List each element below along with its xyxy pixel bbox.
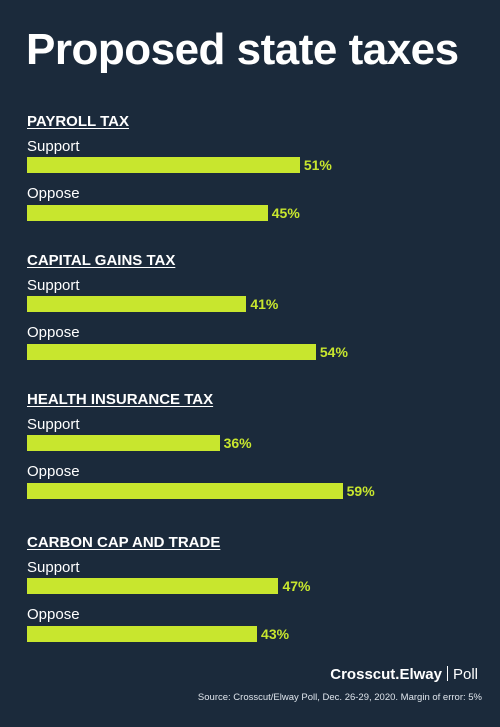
row-label: Support [27, 559, 80, 576]
logo-brand-bold: Crosscut.Elway [330, 666, 442, 683]
bar [27, 205, 268, 221]
row-label: Oppose [27, 606, 80, 623]
data-label: 59% [346, 483, 375, 499]
chart-title: Proposed state taxes [26, 25, 459, 74]
row-label: Oppose [27, 185, 80, 202]
row-label: Support [27, 277, 80, 294]
row-label: Oppose [27, 463, 80, 480]
logo-separator [446, 666, 448, 681]
bar [27, 157, 300, 173]
group-title: CARBON CAP AND TRADE [27, 534, 221, 551]
data-label: 54% [319, 344, 348, 360]
logo-brand-light: Poll [452, 666, 478, 683]
bar [27, 296, 247, 312]
group-title: HEALTH INSURANCE TAX [27, 391, 214, 408]
row-label: Oppose [27, 324, 80, 341]
bar [27, 344, 316, 360]
bar [27, 483, 343, 499]
row-label: Support [27, 416, 80, 433]
data-label: 45% [271, 205, 300, 221]
bar [27, 435, 220, 451]
data-label: 36% [223, 435, 252, 451]
bar [27, 626, 258, 642]
crosscut-elway-poll-logo: Crosscut.Elway Poll [330, 666, 478, 683]
group-title: PAYROLL TAX [27, 113, 129, 130]
data-label: 43% [261, 626, 290, 642]
group-title: CAPITAL GAINS TAX [27, 252, 176, 269]
data-label: 41% [250, 296, 279, 312]
bar [27, 578, 279, 594]
data-label: 51% [303, 157, 332, 173]
source-note: Source: Crosscut/Elway Poll, Dec. 26-29,… [197, 692, 482, 703]
data-label: 47% [282, 578, 311, 594]
row-label: Support [27, 138, 80, 155]
